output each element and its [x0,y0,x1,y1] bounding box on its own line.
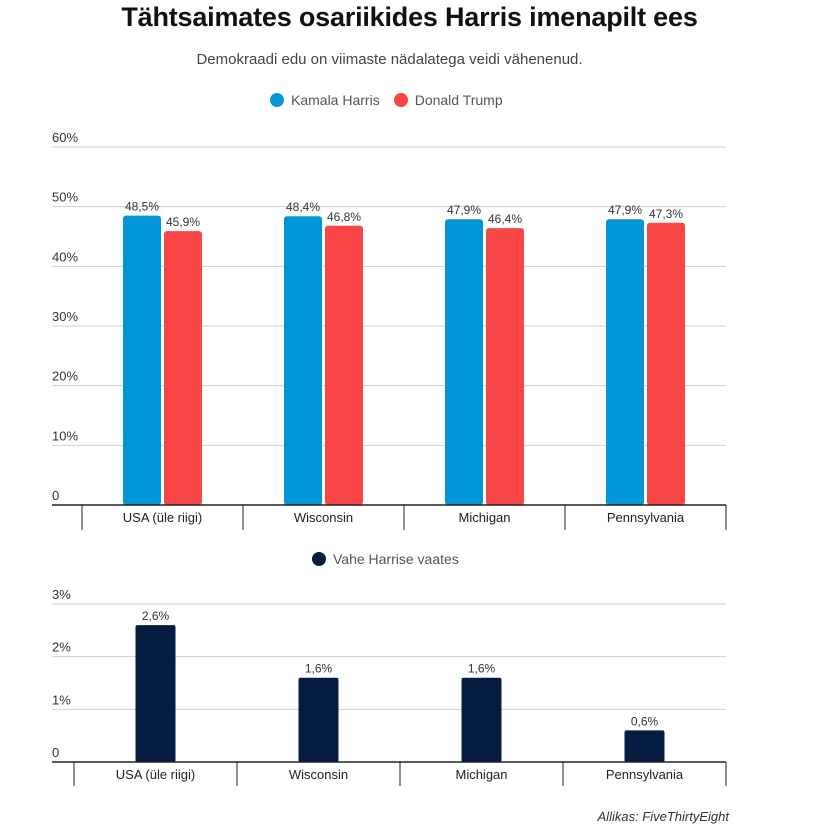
y-tick-label: 1% [52,692,71,707]
y-tick-label: 30% [52,309,78,324]
bar-margin [624,730,665,762]
category-label: Michigan [455,767,507,782]
category-label: Pennsylvania [606,767,684,782]
y-tick-label: 2% [52,640,71,655]
legend-bottom: Vahe Harrise vaates [312,551,473,567]
bar-trump [647,222,685,505]
source-note: Allikas: FiveThirtyEight [597,809,729,824]
legend-swatch-trump [393,93,408,107]
data-label: 48,4% [286,200,320,214]
category-label: Wisconsin [289,767,348,782]
y-tick-label: 3% [52,587,71,602]
y-tick-label: 40% [52,249,78,264]
category-label: USA (üle riigi) [116,767,195,782]
legend-item-trump[interactable]: Donald Trump [393,92,503,108]
data-label: 47,3% [649,207,683,221]
data-label: 47,9% [447,203,481,217]
legend-swatch-margin [312,552,326,566]
bar-margin [461,677,502,762]
legend-label-harris: Kamala Harris [291,92,380,108]
chart-title: Tähtsaimates osariikides Harris imenapil… [121,2,698,32]
data-label: 45,9% [166,215,200,229]
data-label: 46,8% [327,210,361,224]
bar-margin [135,625,176,762]
chart-subtitle: Demokraadi edu on viimaste nädalatega ve… [196,51,583,68]
legend-label-margin: Vahe Harrise vaates [333,551,459,567]
bar-trump [325,225,363,505]
category-label: USA (üle riigi) [123,510,202,525]
legend-top: Kamala Harris Donald Trump [270,92,517,108]
data-label: 47,9% [608,203,642,217]
data-label: 1,6% [305,662,333,676]
bar-harris [284,216,322,506]
data-label: 48,5% [125,200,159,214]
y-tick-label: 20% [52,369,78,384]
bar-margin [298,677,339,762]
bar-harris [123,215,161,505]
y-tick-label: 0 [52,488,59,503]
legend-item-margin[interactable]: Vahe Harrise vaates [312,551,459,567]
y-tick-label: 10% [52,428,78,443]
legend-item-harris[interactable]: Kamala Harris [270,92,380,108]
category-label: Pennsylvania [607,510,685,525]
data-label: 46,4% [488,212,522,226]
data-label: 2,6% [142,609,170,623]
legend-swatch-harris [270,93,284,107]
data-label: 0,6% [631,714,659,728]
y-tick-label: 50% [52,190,78,205]
bar-trump [486,228,524,505]
legend-label-trump: Donald Trump [414,92,503,108]
y-tick-label: 60% [52,130,78,145]
bar-harris [606,219,644,506]
category-label: Wisconsin [294,510,353,525]
data-label: 1,6% [468,662,496,676]
y-tick-label: 0 [52,745,59,760]
bar-trump [164,231,202,505]
category-label: Michigan [458,510,510,525]
bar-harris [445,219,483,506]
